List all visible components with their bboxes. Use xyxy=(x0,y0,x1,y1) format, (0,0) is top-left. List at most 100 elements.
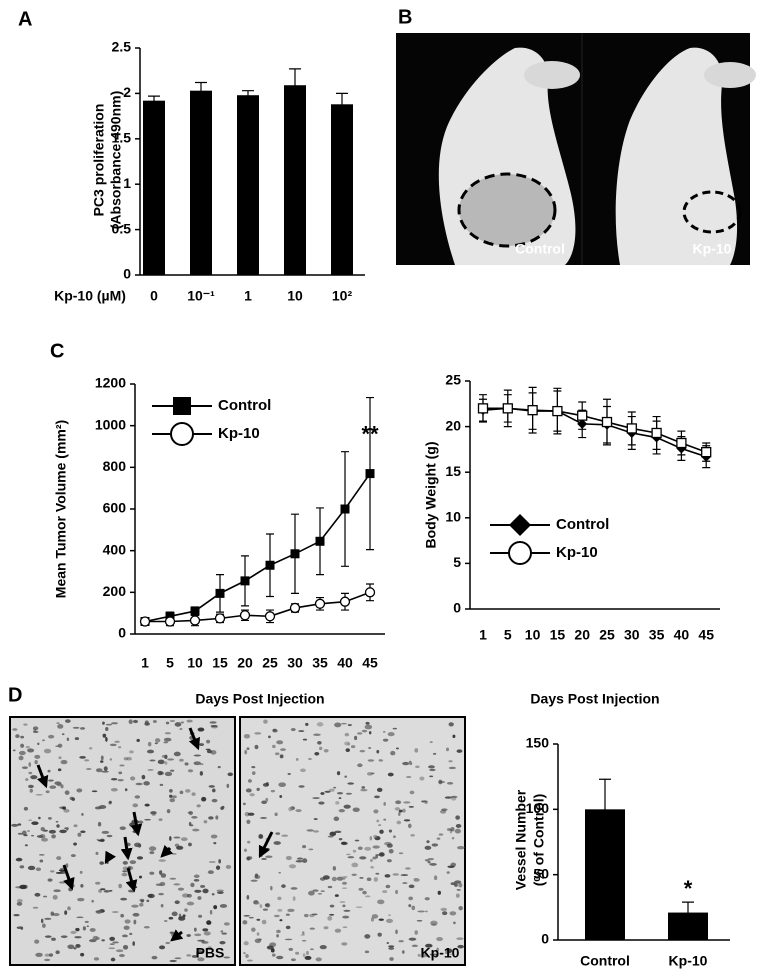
cell-nucleus xyxy=(186,901,195,906)
cell-nucleus xyxy=(455,824,462,828)
cell-nucleus xyxy=(44,953,50,957)
cell-nucleus xyxy=(148,846,157,851)
cell-nucleus xyxy=(251,927,256,932)
cell-nucleus xyxy=(446,828,452,831)
cell-nucleus xyxy=(254,732,262,735)
cell-nucleus xyxy=(30,775,38,780)
cell-nucleus xyxy=(118,883,123,889)
cell-nucleus xyxy=(25,778,29,781)
marker xyxy=(189,615,201,626)
cell-nucleus xyxy=(213,905,218,910)
marker xyxy=(314,598,326,609)
cell-nucleus xyxy=(193,761,201,766)
cell-nucleus xyxy=(122,860,128,865)
cell-nucleus xyxy=(174,722,182,727)
cell-nucleus xyxy=(272,744,276,749)
marker xyxy=(214,613,226,624)
x-tick-label: 5 xyxy=(504,627,512,643)
cell-nucleus xyxy=(331,876,337,882)
cell-nucleus xyxy=(403,819,411,822)
cell-nucleus xyxy=(408,937,417,941)
cell-nucleus xyxy=(169,769,175,772)
y-tick-label: 0.5 xyxy=(112,220,132,236)
cell-nucleus xyxy=(406,775,412,778)
cell-nucleus xyxy=(243,848,247,852)
cell-nucleus xyxy=(366,877,372,881)
cell-nucleus xyxy=(336,771,341,776)
cell-nucleus xyxy=(341,841,347,845)
bar xyxy=(143,100,165,275)
annotation: * xyxy=(684,876,693,901)
annotation: ** xyxy=(361,421,379,446)
cell-nucleus xyxy=(334,830,342,834)
cell-nucleus xyxy=(319,945,327,950)
cell-nucleus xyxy=(388,946,395,950)
cell-nucleus xyxy=(101,830,110,834)
micrograph-label: Kp-10 xyxy=(421,945,460,961)
cell-nucleus xyxy=(152,720,157,724)
cell-nucleus xyxy=(262,908,268,911)
cell-nucleus xyxy=(448,766,456,770)
cell-nucleus xyxy=(303,913,309,918)
cell-nucleus xyxy=(169,836,172,841)
cell-nucleus xyxy=(323,749,329,753)
cell-nucleus xyxy=(388,848,394,854)
cell-nucleus xyxy=(80,830,86,833)
cell-nucleus xyxy=(335,801,340,805)
cell-nucleus xyxy=(403,801,411,804)
cell-nucleus xyxy=(48,953,54,957)
cell-nucleus xyxy=(149,871,155,875)
cell-nucleus xyxy=(409,790,415,795)
cell-nucleus xyxy=(259,904,263,908)
cell-nucleus xyxy=(264,848,270,851)
cell-nucleus xyxy=(274,752,280,756)
cell-nucleus xyxy=(444,950,448,955)
cell-nucleus xyxy=(446,782,454,785)
cell-nucleus xyxy=(168,916,174,920)
cell-nucleus xyxy=(370,772,375,775)
cell-nucleus xyxy=(360,788,368,792)
marker xyxy=(315,536,325,546)
x-tick-label: 10⁻¹ xyxy=(187,288,215,304)
cell-nucleus xyxy=(147,741,152,747)
cell-nucleus xyxy=(47,816,52,820)
cell-nucleus xyxy=(56,722,60,725)
cell-nucleus xyxy=(362,890,367,895)
cell-nucleus xyxy=(386,942,390,944)
legend-label: Kp-10 xyxy=(556,544,598,561)
cell-nucleus xyxy=(458,883,463,888)
cell-nucleus xyxy=(341,881,348,885)
cell-nucleus xyxy=(43,895,48,898)
cell-nucleus xyxy=(427,857,435,861)
cell-nucleus xyxy=(392,727,398,730)
x-tick-label: 30 xyxy=(287,655,303,671)
cell-nucleus xyxy=(379,829,384,834)
cell-nucleus xyxy=(336,792,344,795)
cell-nucleus xyxy=(254,744,259,750)
cell-nucleus xyxy=(275,832,281,835)
cell-nucleus xyxy=(274,812,278,817)
cell-nucleus xyxy=(191,954,198,958)
cell-nucleus xyxy=(373,834,378,839)
cell-nucleus xyxy=(55,950,60,955)
cell-nucleus xyxy=(219,904,228,908)
x-tick-label: 25 xyxy=(599,627,615,643)
cell-nucleus xyxy=(109,936,116,941)
cell-nucleus xyxy=(171,852,177,855)
cell-nucleus xyxy=(89,927,96,932)
cell-nucleus xyxy=(131,904,139,908)
marker xyxy=(339,596,351,607)
cell-nucleus xyxy=(306,829,314,832)
cell-nucleus xyxy=(265,797,269,802)
cell-nucleus xyxy=(80,884,84,888)
cell-nucleus xyxy=(276,955,284,960)
cell-nucleus xyxy=(436,947,439,952)
cell-nucleus xyxy=(340,722,347,725)
cell-nucleus xyxy=(28,819,33,822)
cell-nucleus xyxy=(100,755,104,761)
cell-nucleus xyxy=(402,808,406,813)
cell-nucleus xyxy=(72,726,80,729)
y-axis-label: Mean Tumor Volume (mm²) xyxy=(53,420,69,598)
cell-nucleus xyxy=(246,895,250,900)
